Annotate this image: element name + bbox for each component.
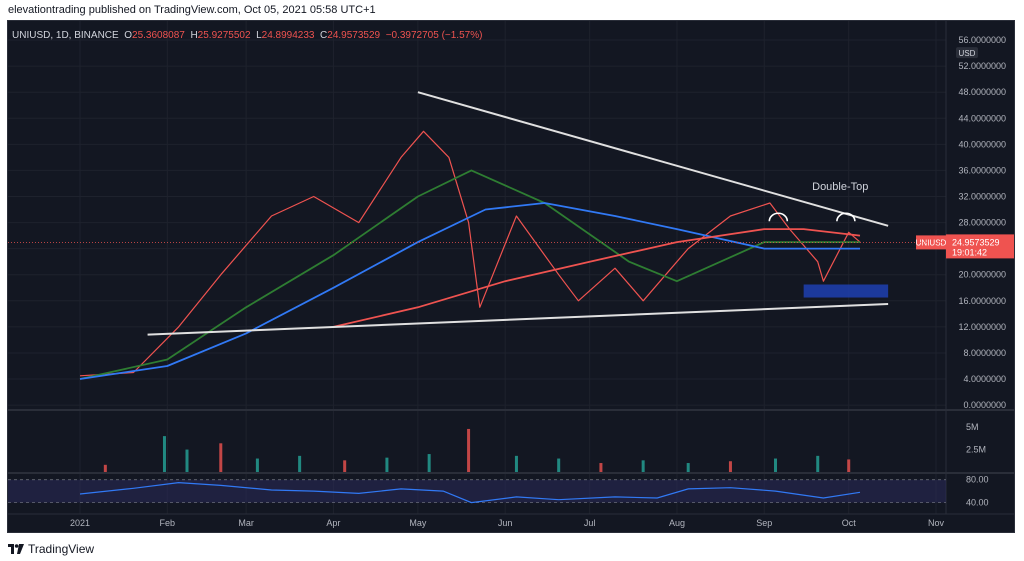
y-tick-label: 12.0000000 bbox=[958, 322, 1006, 332]
volume-tick-label: 2.5M bbox=[966, 445, 986, 455]
volume-bar bbox=[557, 459, 560, 472]
volume-bar bbox=[642, 460, 645, 472]
volume-bar bbox=[428, 454, 431, 472]
y-tick-label: 52.0000000 bbox=[958, 61, 1006, 71]
legend-close: 24.9573529 bbox=[327, 30, 380, 41]
ohlc-legend: UNIUSD, 1D, BINANCE O25.3608087 H25.9275… bbox=[12, 30, 482, 41]
volume-bar bbox=[774, 459, 777, 472]
volume-bar bbox=[298, 456, 301, 472]
volume-bar bbox=[163, 436, 166, 472]
pane-separators bbox=[8, 21, 1014, 514]
trendline bbox=[148, 304, 889, 335]
chart-frame[interactable]: 2021 Feb Mar Apr May Jun Jul Aug Sep Oct Nov 56.000… bbox=[7, 20, 1015, 533]
volume-bar bbox=[385, 458, 388, 472]
legend-o-label: O bbox=[124, 30, 132, 41]
x-tick-label: Feb bbox=[160, 518, 176, 528]
symbol-badge-label: UNIUSD bbox=[916, 238, 947, 247]
y-tick-label: 36.0000000 bbox=[958, 165, 1006, 175]
volume-bar bbox=[343, 460, 346, 472]
y-tick-label: 32.0000000 bbox=[958, 191, 1006, 201]
brand-name: TradingView bbox=[28, 542, 94, 556]
legend-symbol: UNIUSD, 1D, BINANCE bbox=[12, 30, 119, 41]
countdown-label: 19:01:42 bbox=[952, 247, 987, 257]
rsi-pane bbox=[8, 480, 946, 503]
legend-low: 24.8994233 bbox=[262, 30, 315, 41]
volume-bar bbox=[515, 456, 518, 472]
x-tick-label: Mar bbox=[238, 518, 254, 528]
x-tick-label: 2021 bbox=[70, 518, 90, 528]
tradingview-brand[interactable]: TradingView bbox=[8, 542, 94, 556]
x-tick-label: Apr bbox=[326, 518, 340, 528]
volume-bar bbox=[687, 463, 690, 472]
y-tick-label: 0.0000000 bbox=[963, 400, 1006, 410]
trendline bbox=[418, 92, 888, 226]
x-tick-label: Aug bbox=[669, 518, 685, 528]
y-tick-label: 48.0000000 bbox=[958, 87, 1006, 97]
volume-bar bbox=[599, 463, 602, 472]
tradingview-logo-icon bbox=[8, 544, 24, 554]
grid-layer bbox=[8, 21, 946, 514]
currency-label: USD bbox=[959, 49, 976, 58]
support-zone bbox=[804, 284, 888, 297]
series-layer bbox=[80, 131, 860, 379]
last-price-label: 24.9573529 bbox=[952, 237, 1000, 247]
legend-change: −0.3972705 (−1.57%) bbox=[386, 30, 483, 41]
double-top-annotation: Double-Top bbox=[812, 181, 868, 193]
volume-bar bbox=[847, 459, 850, 472]
y-tick-label: 20.0000000 bbox=[958, 270, 1006, 280]
volume-bar bbox=[256, 459, 259, 472]
y-tick-label: 40.0000000 bbox=[958, 139, 1006, 149]
axis-layer: 2021 Feb Mar Apr May Jun Jul Aug Sep Oct Nov 56.000… bbox=[70, 35, 1014, 528]
volume-bar bbox=[729, 461, 732, 472]
y-tick-label: 8.0000000 bbox=[963, 348, 1006, 358]
volume-bar bbox=[186, 450, 189, 472]
price-chart[interactable]: 2021 Feb Mar Apr May Jun Jul Aug Sep Oct Nov 56.000… bbox=[8, 21, 1014, 532]
y-tick-label: 44.0000000 bbox=[958, 113, 1006, 123]
y-tick-label: 28.0000000 bbox=[958, 218, 1006, 228]
legend-open: 25.3608087 bbox=[132, 30, 185, 41]
y-tick-label: 56.0000000 bbox=[958, 35, 1006, 45]
x-tick-label: Jul bbox=[584, 518, 596, 528]
x-tick-label: May bbox=[409, 518, 427, 528]
rsi-tick-label: 80.00 bbox=[966, 475, 989, 485]
volume-bar bbox=[104, 465, 107, 472]
volume-bar bbox=[467, 429, 470, 472]
x-tick-label: Jun bbox=[498, 518, 513, 528]
volume-tick-label: 5M bbox=[966, 422, 979, 432]
x-tick-label: Nov bbox=[928, 518, 945, 528]
legend-high: 25.9275502 bbox=[198, 30, 251, 41]
publisher-caption: elevationtrading published on TradingVie… bbox=[8, 4, 376, 16]
volume-bar bbox=[816, 456, 819, 472]
rsi-tick-label: 40.00 bbox=[966, 498, 989, 508]
y-tick-label: 4.0000000 bbox=[963, 374, 1006, 384]
x-tick-label: Sep bbox=[756, 518, 772, 528]
moving-average-line bbox=[333, 229, 860, 327]
x-tick-label: Oct bbox=[842, 518, 857, 528]
volume-bar bbox=[219, 443, 222, 472]
y-tick-label: 16.0000000 bbox=[958, 296, 1006, 306]
legend-h-label: H bbox=[190, 30, 197, 41]
rsi-band bbox=[8, 480, 946, 503]
volume-pane bbox=[104, 429, 850, 472]
